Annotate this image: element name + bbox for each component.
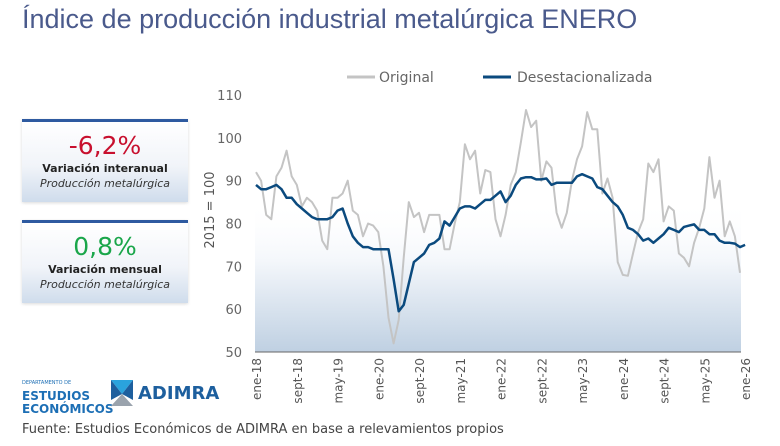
card-interannual: -6,2% Variación interanual Producción me… bbox=[22, 119, 188, 202]
y-tick-label: 110 bbox=[217, 89, 242, 104]
logo-dept-line2: ECONÓMICOS bbox=[22, 402, 114, 416]
x-tick-label: ene-26 bbox=[739, 358, 753, 400]
legend-label-original: Original bbox=[379, 70, 434, 86]
plot-background bbox=[255, 200, 741, 352]
estudios-economicos-logo: DEPARTAMENTO DE ESTUDIOS ECONÓMICOS bbox=[22, 377, 114, 416]
series-line-desestacionalizada bbox=[255, 172, 746, 313]
y-tick-label: 60 bbox=[225, 303, 242, 318]
series-line-original bbox=[255, 109, 741, 345]
x-tick-label: ene-18 bbox=[250, 358, 264, 400]
interannual-value: -6,2% bbox=[68, 131, 142, 160]
chart: 50 60 70 80 90 100 110 ene-18 sept-18 may-19 ene-… bbox=[203, 70, 753, 404]
x-tick-label: may-21 bbox=[454, 358, 468, 404]
x-tick-label: ene-22 bbox=[495, 358, 509, 400]
x-tick-label: ene-20 bbox=[372, 358, 386, 400]
interannual-label: Variación interanual bbox=[42, 162, 168, 175]
y-tick-label: 100 bbox=[217, 132, 242, 147]
monthly-sub: Producción metalúrgica bbox=[39, 278, 171, 291]
logo-dept-line1: ESTUDIOS bbox=[22, 389, 91, 403]
legend-label-desestacionalizada: Desestacionalizada bbox=[517, 70, 652, 86]
x-tick-label: sept-24 bbox=[658, 358, 672, 404]
x-tick-label: may-23 bbox=[576, 358, 590, 404]
x-tick-label: may-25 bbox=[698, 358, 712, 404]
interannual-sub: Producción metalúrgica bbox=[39, 177, 171, 190]
adimra-logo: ADIMRA bbox=[111, 380, 219, 406]
x-tick-label: sept-22 bbox=[535, 358, 549, 404]
y-tick-label: 70 bbox=[225, 260, 242, 275]
y-tick-label: 50 bbox=[225, 346, 242, 361]
monthly-value: 0,8% bbox=[73, 232, 137, 261]
legend: Original Desestacionalizada bbox=[347, 70, 652, 86]
y-tick-label: 90 bbox=[225, 175, 242, 190]
source-note: Fuente: Estudios Económicos de ADIMRA en… bbox=[22, 422, 504, 437]
x-tick-label: ene-24 bbox=[617, 358, 631, 400]
logo-dept-small: DEPARTAMENTO DE bbox=[22, 380, 72, 386]
adimra-mark-icon bbox=[111, 380, 133, 406]
x-tick-label: may-19 bbox=[332, 358, 346, 404]
card-monthly: 0,8% Variación mensual Producción metalú… bbox=[22, 220, 188, 303]
monthly-label: Variación mensual bbox=[48, 263, 162, 276]
adimra-text: ADIMRA bbox=[138, 382, 220, 404]
page-title: Índice de producción industrial metalúrg… bbox=[22, 4, 638, 34]
y-tick-label: 80 bbox=[225, 218, 242, 233]
x-tick-label: sept-20 bbox=[413, 358, 427, 404]
x-tick-label: sept-18 bbox=[291, 358, 305, 404]
y-axis-label: 2015 = 100 bbox=[203, 171, 218, 248]
